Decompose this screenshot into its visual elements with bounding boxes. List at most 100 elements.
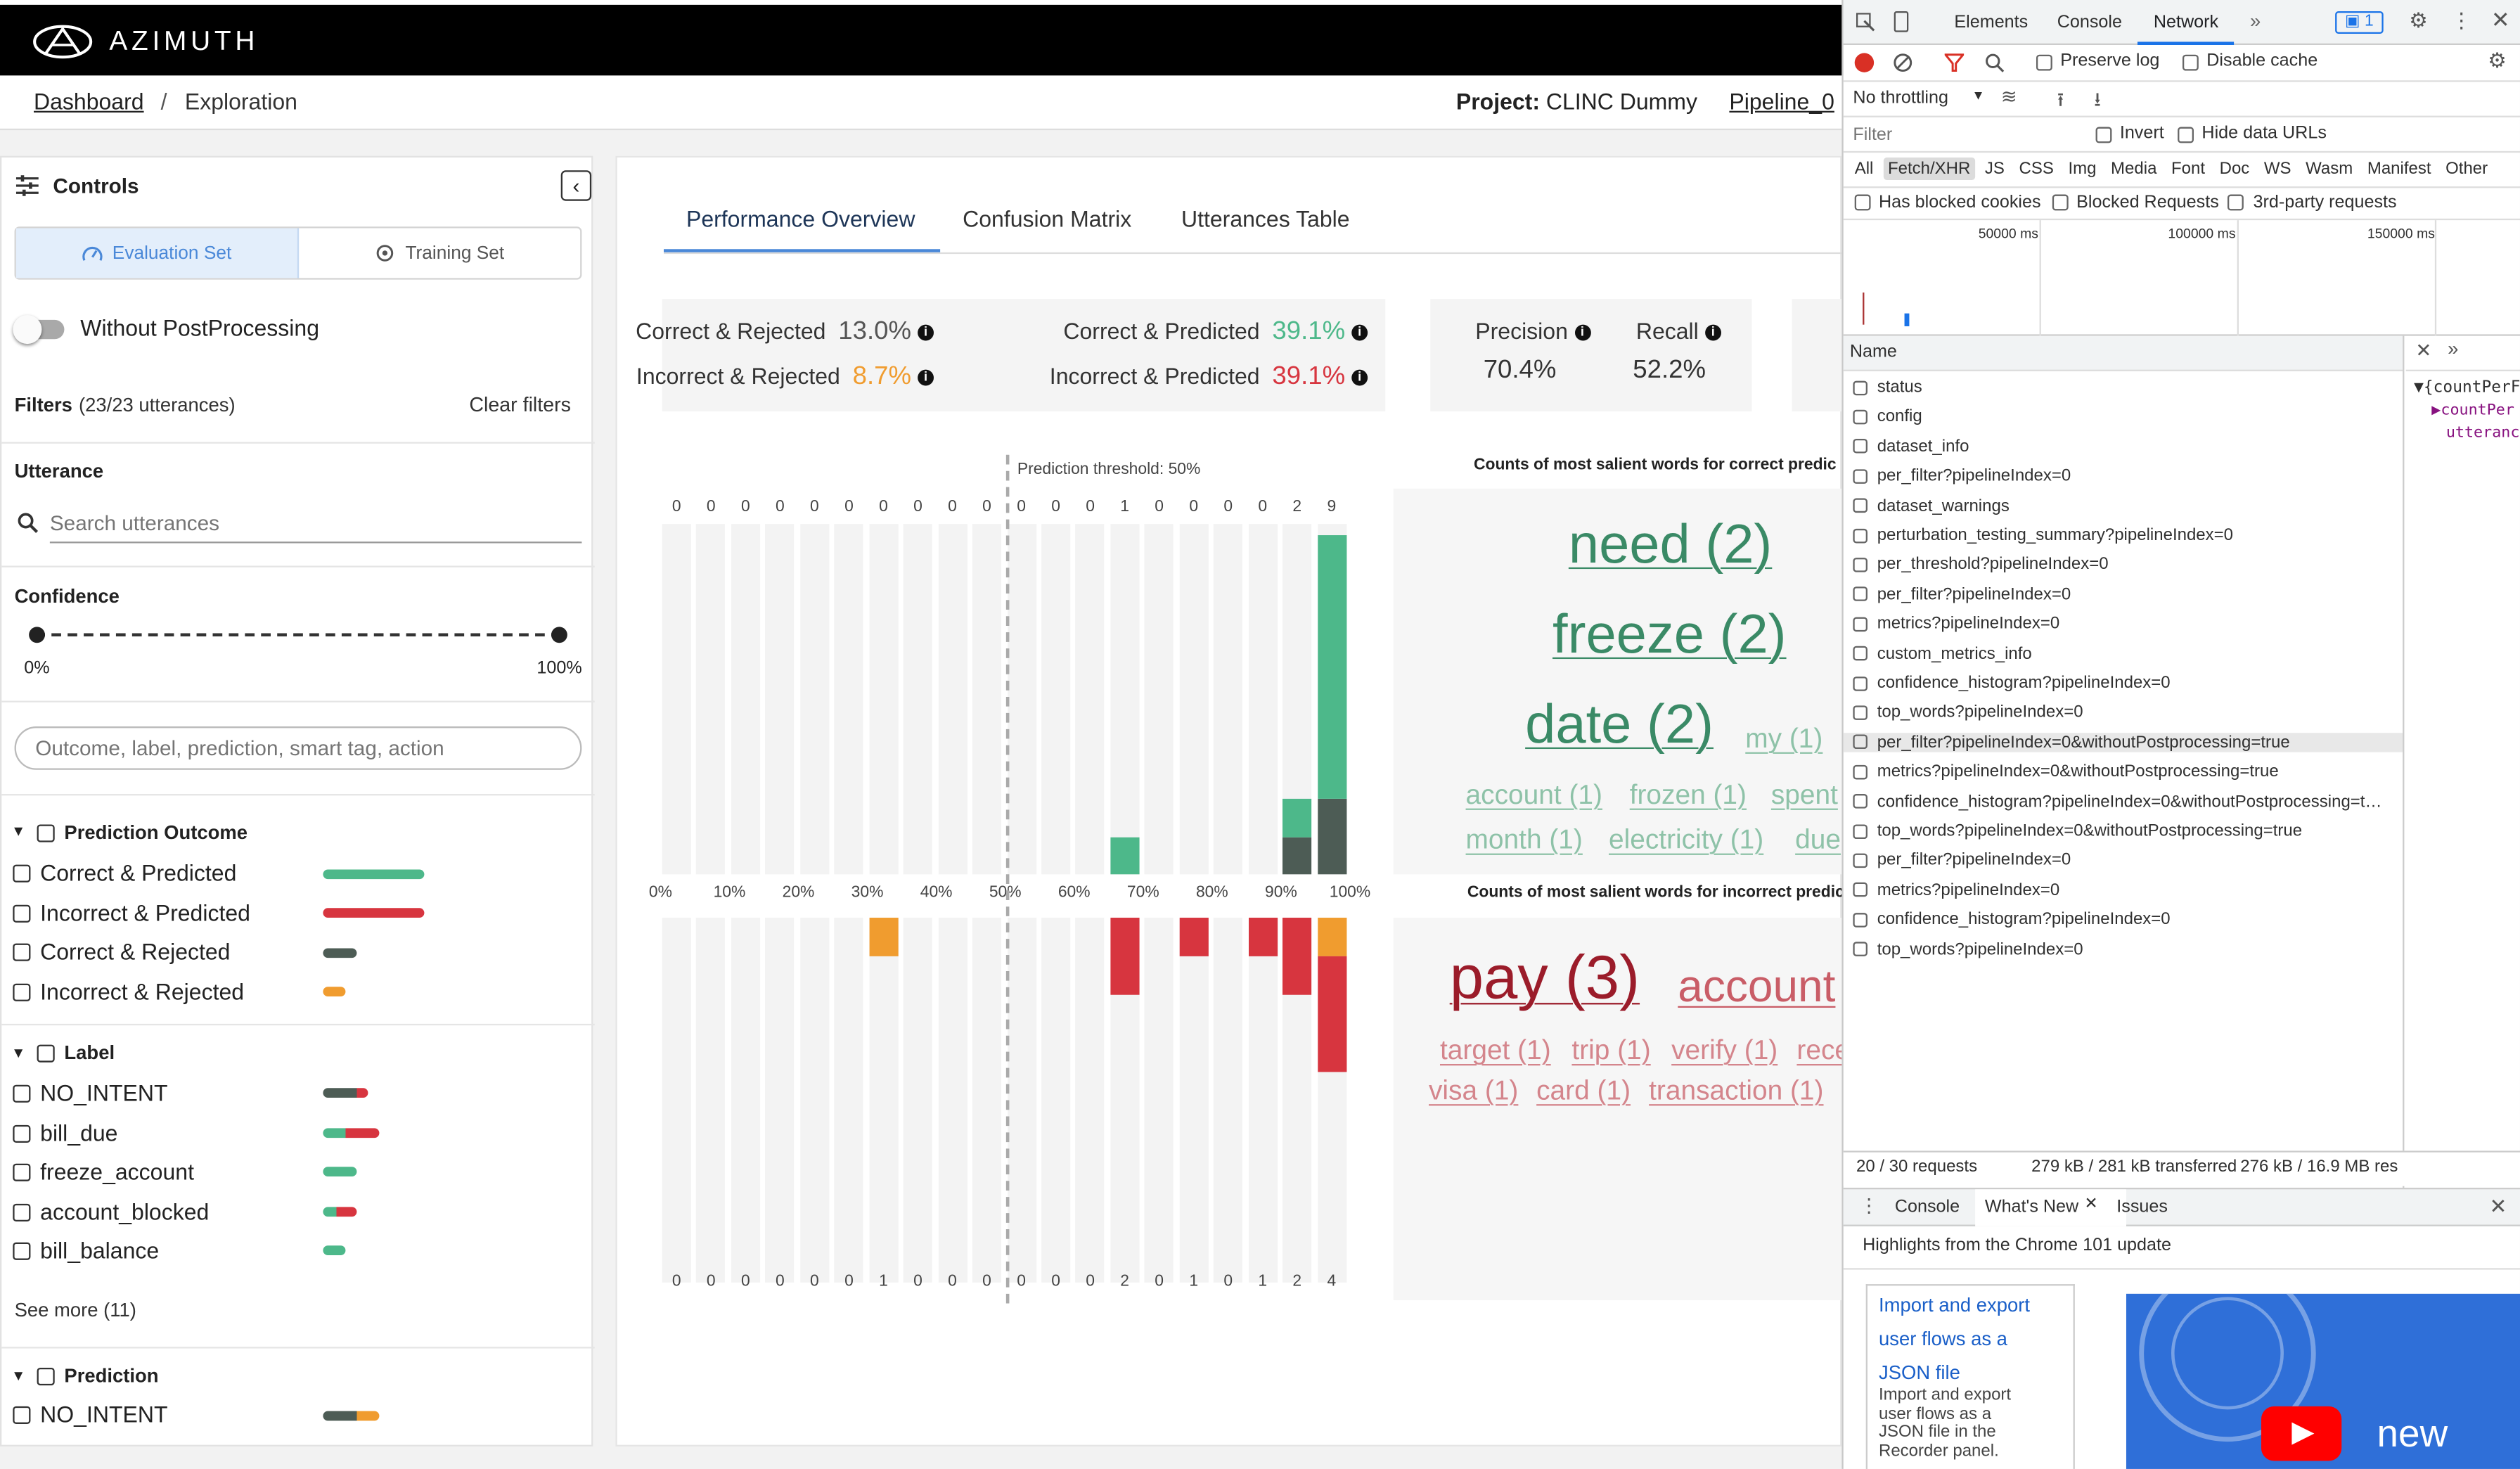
training-set-tab[interactable]: Training Set: [299, 229, 580, 278]
bar-incorrect-predicted[interactable]: [1179, 918, 1209, 956]
request-row[interactable]: metrics?pipelineIndex=0: [1853, 614, 2059, 634]
breadcrumb-dashboard-link[interactable]: Dashboard: [33, 88, 144, 115]
bar-correct-predicted[interactable]: [1282, 799, 1312, 837]
kebab-menu-icon[interactable]: ⋮: [2450, 8, 2472, 32]
request-row[interactable]: top_words?pipelineIndex=0: [1853, 939, 2083, 959]
histogram-bin-incorrect[interactable]: [1006, 918, 1036, 1283]
request-row[interactable]: confidence_histogram?pipelineIndex=0: [1853, 674, 2171, 693]
bar-incorrect-predicted[interactable]: [1282, 918, 1312, 995]
label-group-checkbox[interactable]: [37, 1044, 55, 1063]
drawer-tab-console[interactable]: Console: [1894, 1197, 1960, 1217]
checkbox[interactable]: [13, 1405, 31, 1423]
request-row[interactable]: confidence_histogram?pipelineIndex=0&wit…: [1853, 792, 2381, 811]
type-filter-js[interactable]: JS: [1984, 159, 2005, 179]
expand-preview-icon[interactable]: »: [2448, 337, 2459, 360]
request-row[interactable]: metrics?pipelineIndex=0&withoutPostproce…: [1853, 762, 2279, 781]
word-card[interactable]: card (1): [1536, 1075, 1631, 1106]
histogram-bin-incorrect[interactable]: [972, 918, 1002, 1283]
histogram-bin-incorrect[interactable]: [868, 918, 898, 1283]
close-preview-icon[interactable]: ✕: [2415, 339, 2432, 362]
type-filter-font[interactable]: Font: [2171, 159, 2206, 179]
histogram-bin-correct[interactable]: [972, 524, 1002, 875]
checkbox[interactable]: [13, 904, 31, 922]
news-video-thumbnail[interactable]: new: [2126, 1293, 2520, 1469]
device-toolbar-icon[interactable]: [1891, 11, 1910, 32]
network-filter-input[interactable]: [1848, 122, 2078, 148]
histogram-bin-incorrect[interactable]: [662, 918, 691, 1283]
label-row[interactable]: account_blocked: [13, 1199, 209, 1225]
blocked-cookies-checkbox[interactable]: [1854, 194, 1871, 211]
histogram-bin-incorrect[interactable]: [1041, 918, 1071, 1283]
histogram-bin-incorrect[interactable]: [1145, 918, 1174, 1283]
request-row[interactable]: top_words?pipelineIndex=0: [1853, 703, 2083, 722]
pipeline-selector[interactable]: Pipeline_0: [1729, 88, 1834, 115]
combined-filter-input[interactable]: [14, 726, 582, 770]
word-account[interactable]: account (1): [1465, 779, 1602, 810]
word-due[interactable]: due: [1795, 824, 1841, 855]
more-tabs-icon[interactable]: »: [2249, 9, 2261, 32]
word-pay[interactable]: pay (3): [1449, 944, 1640, 1013]
request-row[interactable]: dataset_warnings: [1853, 496, 2010, 515]
type-filter-fetch-xhr[interactable]: Fetch/XHR: [1883, 157, 1976, 180]
evaluation-set-tab[interactable]: Evaluation Set: [15, 228, 300, 278]
drawer-tab-issues[interactable]: Issues: [2116, 1197, 2168, 1217]
request-row[interactable]: custom_metrics_info: [1853, 644, 2032, 663]
prediction-group-checkbox[interactable]: [37, 1367, 55, 1386]
histogram-bin-incorrect[interactable]: [834, 918, 863, 1283]
histogram-bin-correct[interactable]: [1145, 524, 1174, 875]
label-row[interactable]: bill_balance: [13, 1238, 159, 1263]
word-date[interactable]: date (2): [1525, 694, 1714, 756]
histogram-bin-incorrect[interactable]: [1248, 918, 1278, 1283]
request-row[interactable]: dataset_info: [1853, 437, 1969, 456]
confidence-max-handle[interactable]: [551, 627, 567, 643]
request-row[interactable]: metrics?pipelineIndex=0: [1853, 880, 2059, 899]
bar-incorrect-rejected[interactable]: [1317, 918, 1346, 956]
search-icon[interactable]: [1985, 53, 2005, 72]
devtools-tab-elements[interactable]: Elements: [1954, 13, 2029, 32]
close-drawer-icon[interactable]: ✕: [2489, 1194, 2507, 1219]
drawer-menu-icon[interactable]: ⋮: [1859, 1194, 1879, 1217]
histogram-bin-correct[interactable]: [662, 524, 691, 875]
postprocessing-toggle[interactable]: [13, 314, 65, 345]
bar-correct-rejected[interactable]: [1282, 836, 1312, 875]
filter-funnel-icon[interactable]: [1944, 53, 1965, 72]
blocked-requests-checkbox[interactable]: [2052, 194, 2069, 211]
network-overview-timeline[interactable]: 50000 ms 100000 ms 150000 ms: [1843, 220, 2520, 336]
caret-down-icon[interactable]: ▼: [11, 823, 26, 840]
label-row[interactable]: NO_INTENT: [13, 1080, 167, 1105]
request-row[interactable]: confidence_histogram?pipelineIndex=0: [1853, 910, 2171, 929]
collapse-sidebar-button[interactable]: ‹: [560, 170, 592, 201]
network-settings-gear-icon[interactable]: ⚙: [2488, 48, 2507, 72]
news-link[interactable]: Import and export user flows as a JSON f…: [1878, 1293, 2030, 1384]
checkbox[interactable]: [13, 1202, 31, 1221]
search-utterances-input[interactable]: [49, 504, 582, 544]
settings-gear-icon[interactable]: ⚙: [2409, 8, 2428, 32]
histogram-bin-incorrect[interactable]: [903, 918, 933, 1283]
dropdown-caret-icon[interactable]: ▼: [1972, 88, 1985, 103]
devtools-tab-network[interactable]: Network: [2153, 13, 2219, 32]
word-month[interactable]: month (1): [1465, 824, 1583, 855]
type-filter-media[interactable]: Media: [2111, 159, 2157, 179]
histogram-bin-correct[interactable]: [696, 524, 726, 875]
histogram-bin-correct[interactable]: [834, 524, 863, 875]
request-row[interactable]: perturbation_testing_summary?pipelineInd…: [1853, 525, 2233, 545]
label-row[interactable]: freeze_account: [13, 1159, 194, 1184]
bar-incorrect-predicted[interactable]: [1110, 918, 1140, 995]
type-filter-manifest[interactable]: Manifest: [2367, 159, 2431, 179]
download-har-icon[interactable]: ⭳: [2094, 88, 2101, 111]
request-row[interactable]: per_threshold?pipelineIndex=0: [1853, 555, 2109, 575]
histogram-bin-incorrect[interactable]: [1179, 918, 1209, 1283]
word-target[interactable]: target (1): [1439, 1034, 1551, 1066]
histogram-bin-incorrect[interactable]: [1076, 918, 1105, 1283]
upload-har-icon[interactable]: ⭱: [2057, 88, 2064, 111]
prediction-row[interactable]: NO_INTENT: [13, 1401, 167, 1428]
histogram-bin-correct[interactable]: [765, 524, 795, 875]
request-row[interactable]: status: [1853, 378, 1922, 397]
outcome-group-checkbox[interactable]: [37, 824, 55, 842]
histogram-bin-correct[interactable]: [868, 524, 898, 875]
tab-utterances-table[interactable]: Utterances Table: [1181, 205, 1350, 232]
histogram-bin-correct[interactable]: [1248, 524, 1278, 875]
caret-down-icon[interactable]: ▼: [11, 1367, 26, 1384]
checkbox[interactable]: [13, 864, 31, 882]
histogram-bin-incorrect[interactable]: [696, 918, 726, 1283]
